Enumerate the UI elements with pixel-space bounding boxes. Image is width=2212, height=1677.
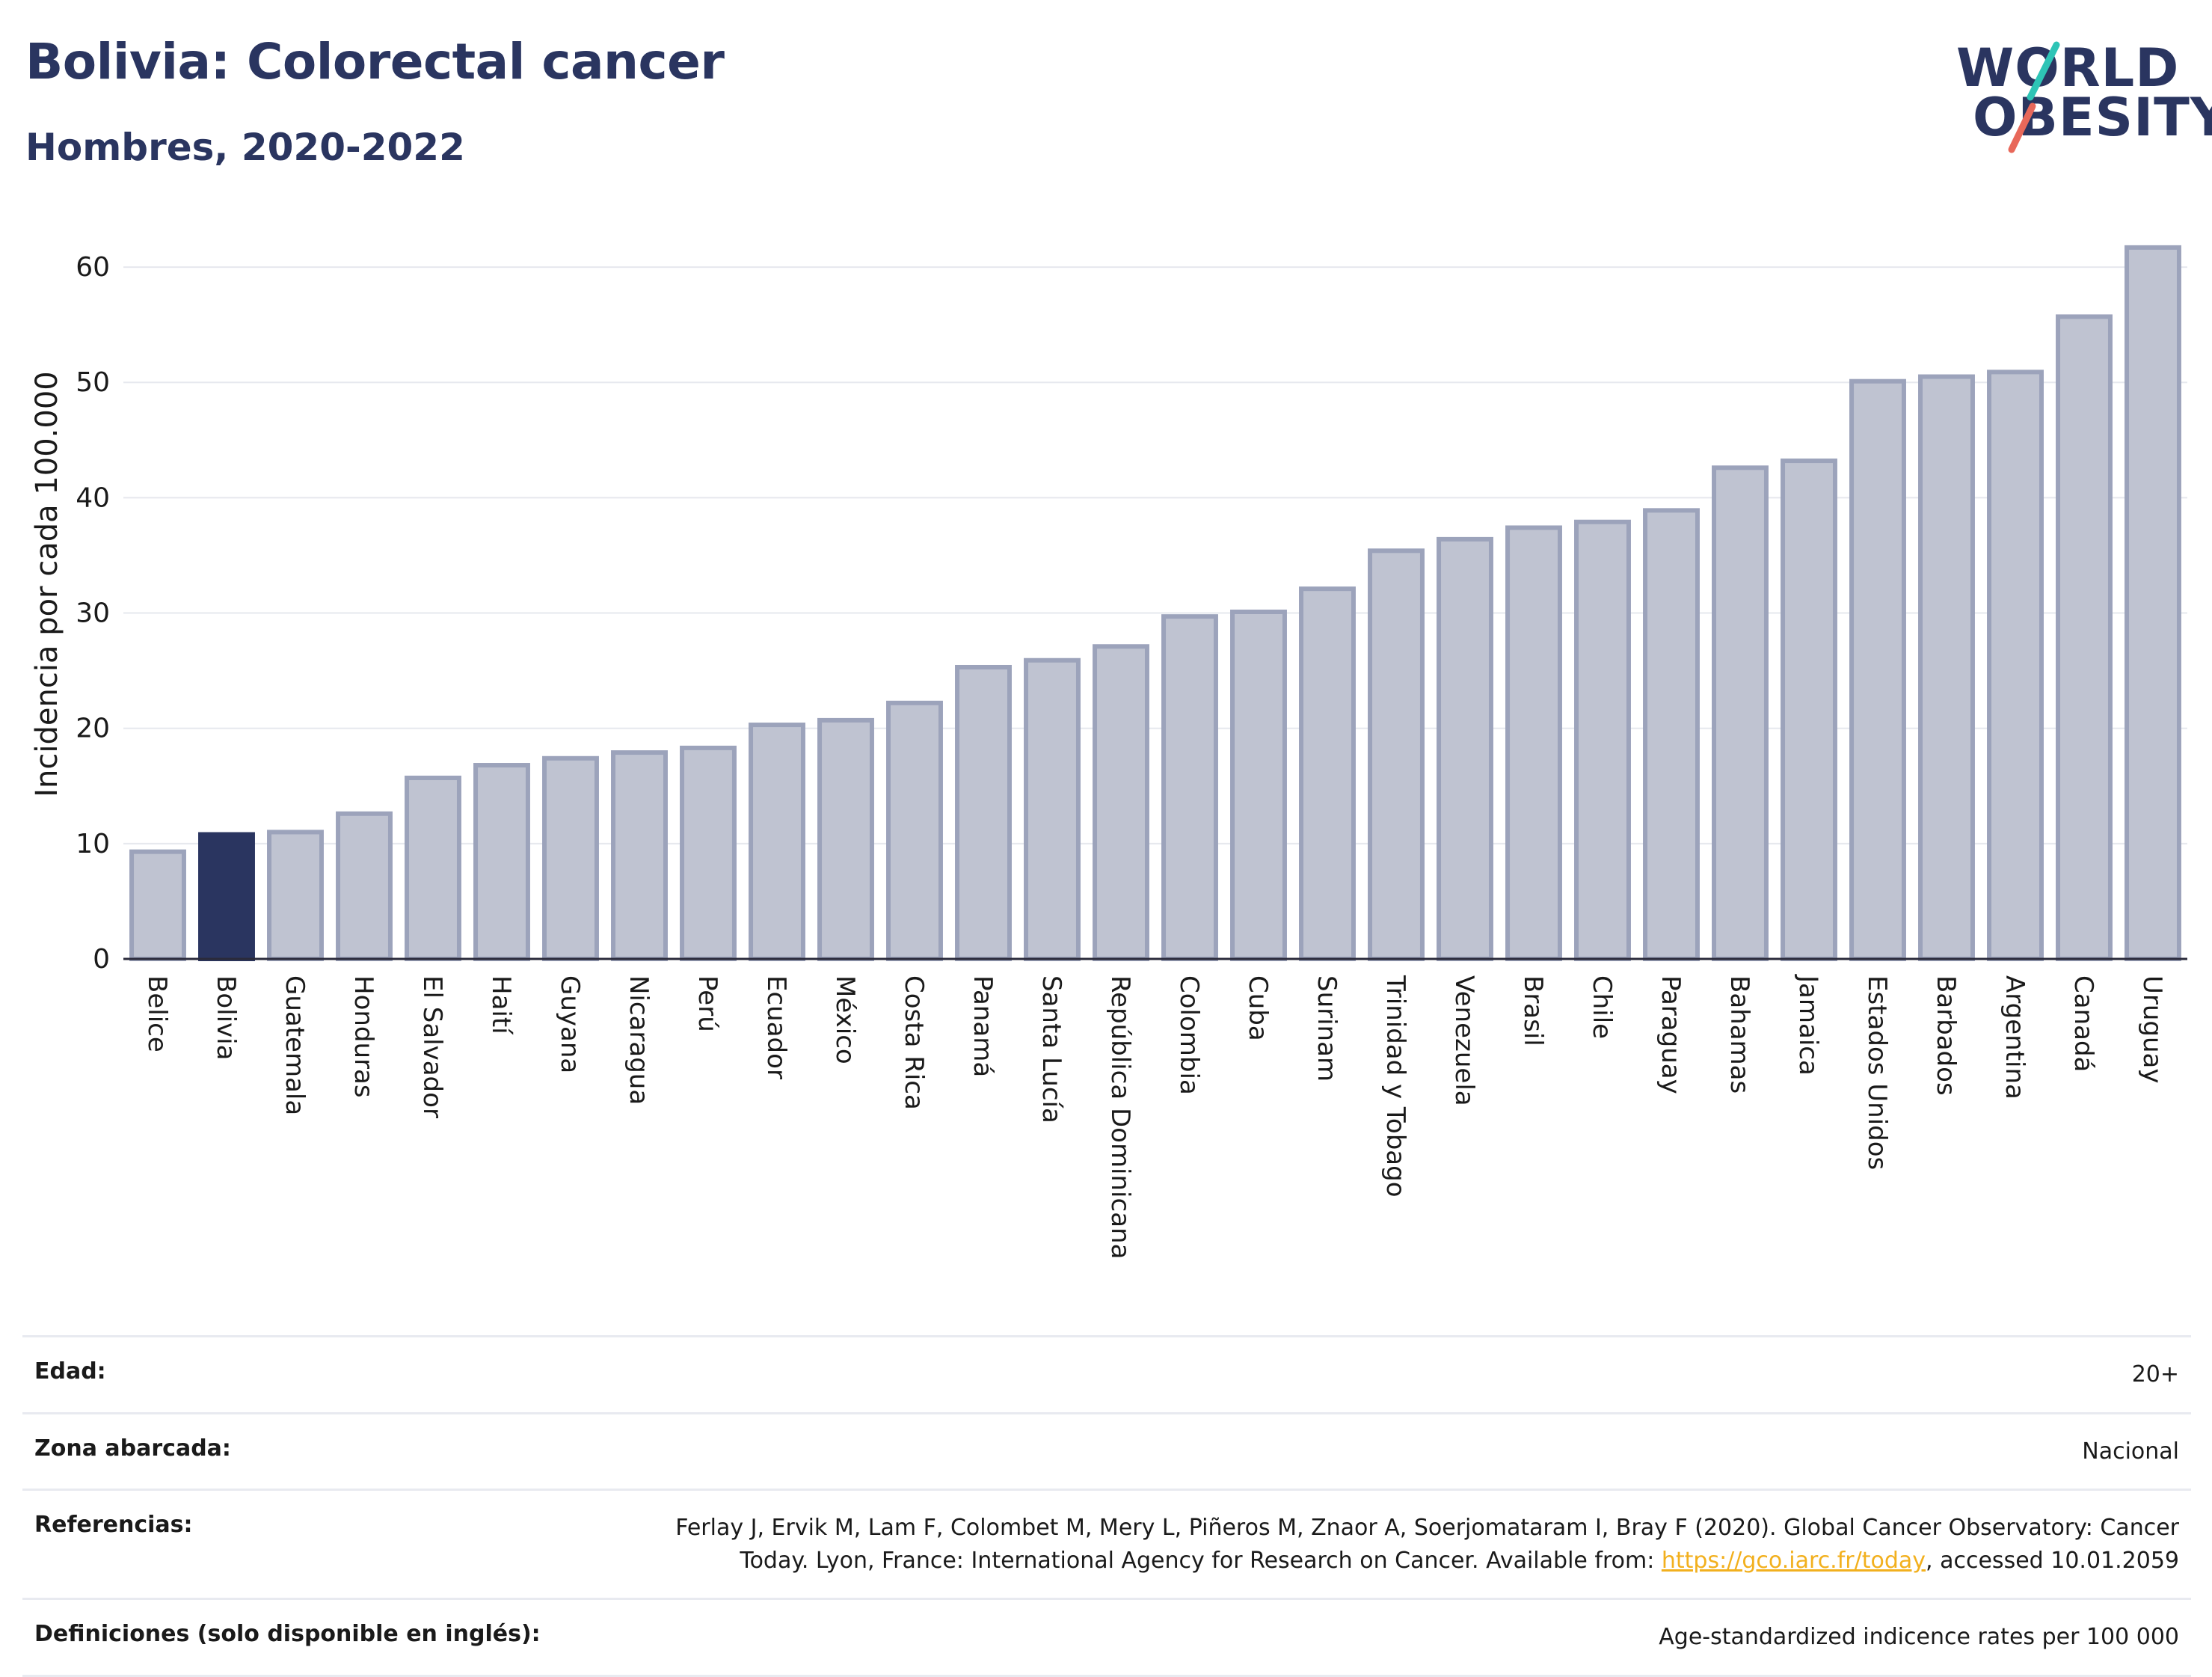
bar — [1024, 657, 1081, 961]
x-tick-label: Brasil — [1518, 975, 1548, 1046]
bar — [473, 763, 530, 961]
logo-slash-icon — [2008, 41, 2060, 153]
bar — [2125, 245, 2181, 961]
x-tick-label: Guatemala — [280, 975, 310, 1115]
x-tick-label: Chile — [1587, 975, 1617, 1039]
x-tick-label: Cuba — [1243, 975, 1273, 1041]
info-value: Nacional — [2082, 1438, 2179, 1465]
x-tick-label: Honduras — [348, 975, 378, 1098]
bar — [405, 775, 461, 961]
bar — [1574, 519, 1631, 962]
y-tick-label: 60 — [76, 252, 110, 283]
bar — [749, 723, 805, 961]
bar — [680, 745, 737, 961]
bar — [1918, 374, 1975, 961]
x-tick-label: Haití — [486, 975, 516, 1035]
reference-accessed: , accessed 10.01.2059 — [1926, 1547, 2179, 1574]
info-table: Edad: 20+ Zona abarcada: Nacional Refere… — [22, 1335, 2191, 1677]
y-tick-label: 30 — [76, 598, 110, 629]
x-tick-label: Uruguay — [2137, 975, 2167, 1084]
y-axis-title: Incidencia por cada 100.000 — [30, 371, 64, 797]
bar — [1643, 508, 1700, 961]
axes: 0 10 20 30 40 50 60 Belice Bolivia Guatemala Hondu… — [76, 252, 2187, 1259]
info-row-references: Referencias: Ferlay J, Ervik M, Lam F, C… — [22, 1489, 2191, 1598]
x-tick-label: Nicaragua — [624, 975, 654, 1105]
bar — [1368, 548, 1425, 961]
x-tick-label: Jamaica — [1793, 974, 1823, 1076]
info-row-area: Zona abarcada: Nacional — [22, 1411, 2191, 1489]
x-tick-label: Costa Rica — [899, 975, 929, 1110]
x-tick-label: República Dominicana — [1105, 975, 1135, 1259]
bar-highlighted — [198, 832, 255, 962]
bar — [1230, 609, 1287, 962]
reference-link[interactable]: https://gco.iarc.fr/today — [1661, 1547, 1926, 1574]
info-value: 20+ — [2131, 1361, 2179, 1388]
x-tick-label: Canadá — [2068, 975, 2098, 1072]
bar — [267, 830, 324, 962]
x-tick-label: Estados Unidos — [1862, 975, 1892, 1170]
bar — [1437, 536, 1493, 961]
info-label: Definiciones (solo disponible en inglés)… — [34, 1621, 541, 1647]
bar — [1161, 614, 1218, 961]
x-tick-label: Bahamas — [1724, 975, 1754, 1094]
info-label: Edad: — [34, 1358, 106, 1385]
info-label: Zona abarcada: — [34, 1435, 231, 1462]
x-tick-label: Guyana — [555, 975, 585, 1073]
logo-line-2: OBESITY — [1973, 87, 2212, 148]
bar — [129, 849, 186, 961]
y-tick-label: 0 — [93, 944, 110, 975]
info-label: Referencias: — [34, 1512, 193, 1538]
x-tick-label: Perú — [692, 975, 722, 1032]
bar — [2056, 314, 2113, 961]
bar — [1849, 378, 1906, 962]
info-row-definitions: Definiciones (solo disponible en inglés)… — [22, 1598, 2191, 1677]
chart-title: Bolivia: Colorectal cancer — [25, 33, 725, 91]
info-row-age: Edad: 20+ — [22, 1335, 2191, 1412]
bar — [1712, 465, 1769, 961]
bar-chart: 0 10 20 30 40 50 60 Belice Bolivia Guatemala Hondu… — [30, 245, 2187, 1259]
info-value: Age-standardized indicence rates per 100… — [1659, 1624, 2179, 1650]
bar — [886, 700, 943, 961]
x-tick-label: Venezuela — [1449, 975, 1479, 1106]
bar — [817, 717, 874, 961]
x-tick-label: Ecuador — [761, 975, 791, 1079]
world-obesity-logo: WORLD OBESITY — [1944, 22, 2212, 157]
bar — [1987, 370, 2044, 961]
bar — [1505, 525, 1562, 962]
bars — [129, 245, 2181, 962]
x-tick-label: Belice — [142, 975, 172, 1052]
x-tick-label: Surinam — [1312, 975, 1342, 1082]
logo-line-1: WORLD — [1956, 37, 2180, 99]
x-tick-label: Panamá — [968, 975, 998, 1077]
bar — [542, 755, 599, 961]
x-tick-label: México — [830, 975, 860, 1064]
bar — [1299, 586, 1356, 961]
x-tick-label: Colombia — [1174, 975, 1204, 1095]
bar — [955, 664, 1012, 961]
x-tick-label: Santa Lucía — [1036, 975, 1066, 1123]
info-value: Ferlay J, Ervik M, Lam F, Colombet M, Me… — [609, 1512, 2179, 1577]
bar — [1093, 644, 1149, 962]
y-tick-label: 20 — [76, 714, 110, 744]
x-tick-label: Bolivia — [211, 975, 241, 1060]
x-tick-label: Barbados — [1931, 975, 1961, 1096]
reference-text: Ferlay J, Ervik M, Lam F, Colombet M, Me… — [675, 1515, 2179, 1574]
bar — [611, 750, 668, 962]
y-tick-label: 10 — [76, 829, 110, 859]
x-tick-label: El Salvador — [417, 975, 447, 1118]
bar — [1781, 459, 1837, 962]
bar — [336, 811, 393, 962]
y-tick-label: 50 — [76, 367, 110, 398]
y-tick-label: 40 — [76, 482, 110, 513]
x-tick-label: Argentina — [2000, 975, 2030, 1100]
x-tick-label: Trinidad y Tobago — [1380, 975, 1410, 1198]
chart-subtitle: Hombres, 2020-2022 — [25, 126, 465, 169]
x-tick-label: Paraguay — [1656, 975, 1686, 1094]
